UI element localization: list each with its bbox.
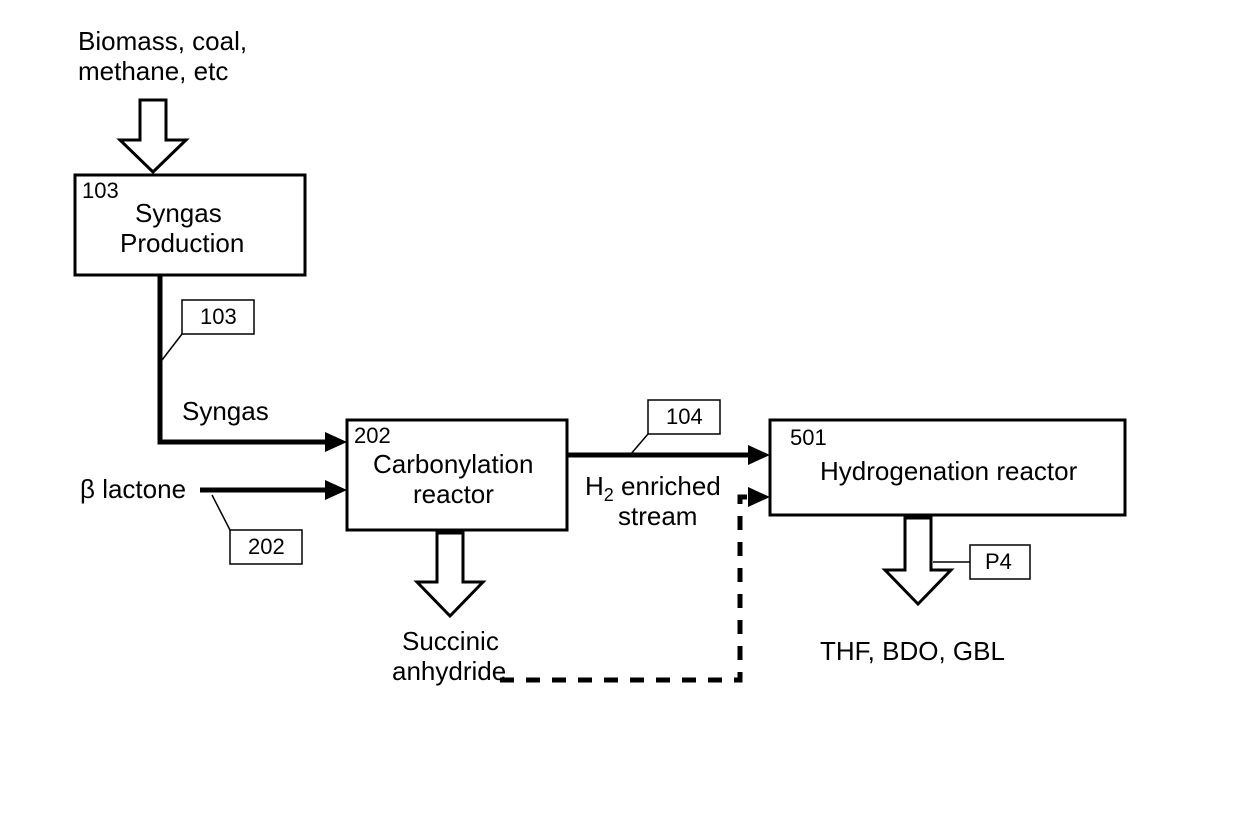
h2-line1: H2 enriched	[585, 471, 721, 505]
ref-p4: P4	[985, 549, 1012, 574]
ref-202: 202	[248, 534, 285, 559]
succinic-to-hydro-arrowhead	[748, 487, 770, 507]
beta-lactone-label: β lactone	[80, 474, 186, 504]
input-label-line1: Biomass, coal,	[78, 26, 247, 56]
succinic-line1: Succinic	[402, 626, 499, 656]
syngas-line1: Syngas	[135, 198, 222, 228]
syngas-stream-arrowhead	[325, 432, 347, 452]
ref-103-leader	[162, 334, 182, 360]
syngas-num: 103	[82, 178, 119, 203]
carb-num: 202	[354, 423, 391, 448]
syngas-stream-label: Syngas	[182, 396, 269, 426]
products-label: THF, BDO, GBL	[820, 636, 1005, 666]
hydro-num: 501	[790, 425, 827, 450]
carb-line2: reactor	[413, 479, 494, 509]
ref-104: 104	[666, 404, 703, 429]
h2-line2: stream	[618, 501, 697, 531]
ref-202-leader	[212, 495, 230, 530]
ref-103: 103	[200, 304, 237, 329]
ref-104-leader	[630, 434, 648, 455]
input-label-line2: methane, etc	[78, 56, 228, 86]
carb-line1: Carbonylation	[373, 449, 533, 479]
succinic-line2: anhydride	[392, 656, 506, 686]
input-arrow	[120, 100, 186, 172]
beta-lactone-arrowhead	[325, 480, 347, 500]
hydro-text: Hydrogenation reactor	[820, 456, 1078, 486]
h2-stream-arrowhead	[748, 445, 770, 465]
succinic-arrow	[417, 533, 483, 616]
products-arrow	[885, 518, 951, 604]
syngas-line2: Production	[120, 228, 244, 258]
